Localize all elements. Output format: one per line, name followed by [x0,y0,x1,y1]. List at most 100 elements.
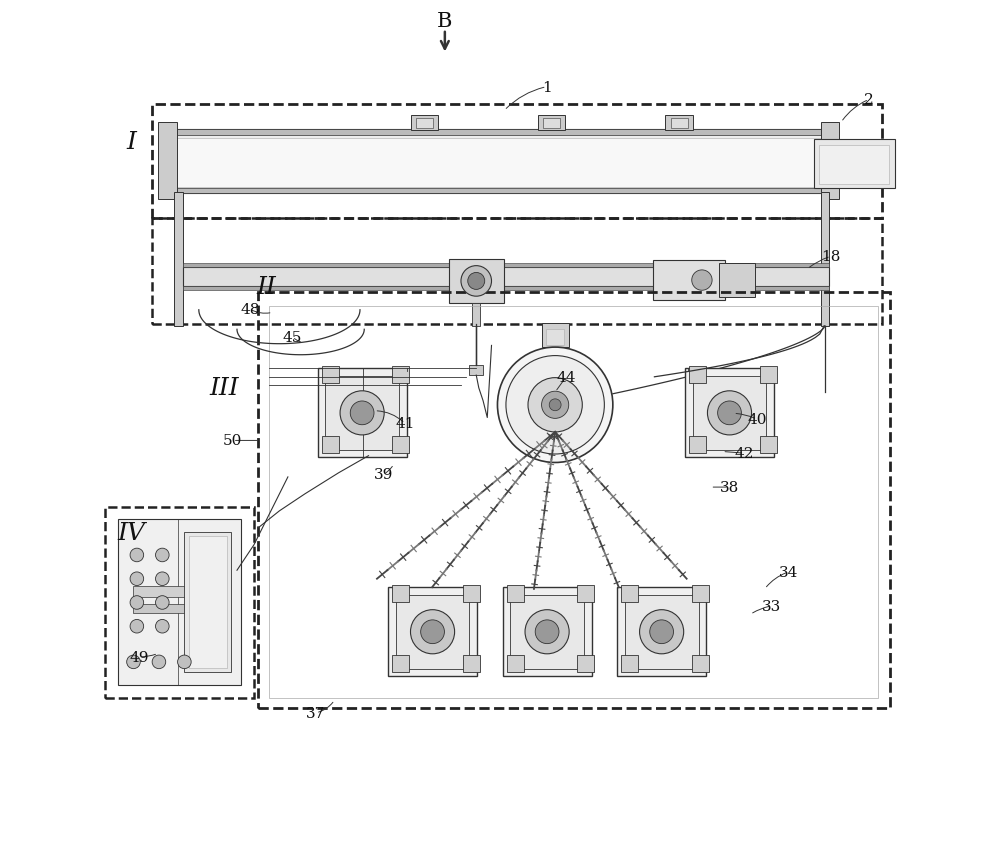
Bar [507,585,524,602]
Bar [174,193,183,327]
Bar [449,259,504,304]
Bar [546,330,564,345]
Bar [692,585,709,602]
Bar [176,138,828,188]
Text: 2: 2 [864,93,874,107]
Circle shape [350,402,374,426]
Text: 41: 41 [395,417,415,431]
Bar [173,189,831,194]
Bar [411,115,438,131]
Circle shape [410,610,455,654]
Bar [665,115,693,131]
Text: 50: 50 [223,434,242,448]
Bar [671,119,688,129]
Bar [543,119,560,129]
Bar [118,519,241,685]
Circle shape [497,348,613,463]
Text: 40: 40 [747,413,767,426]
Circle shape [549,399,561,411]
Text: 42: 42 [735,447,754,461]
Bar [173,130,831,194]
Circle shape [421,620,444,644]
Circle shape [542,392,569,419]
Text: 33: 33 [762,599,781,613]
Bar [133,605,218,613]
Bar [183,264,829,268]
Circle shape [130,620,144,633]
Text: II: II [257,276,277,299]
Bar [503,588,592,676]
Bar [463,585,480,602]
Bar [821,123,839,200]
Bar [105,507,254,698]
Bar [392,655,409,672]
Bar [510,595,584,669]
Circle shape [340,392,384,435]
Bar [692,655,709,672]
Bar [685,368,774,458]
Circle shape [692,270,712,291]
Bar [621,585,638,602]
Text: B: B [437,12,453,31]
Bar [392,585,409,602]
Bar [269,306,878,698]
Bar [542,324,569,348]
Bar [617,588,706,676]
Circle shape [156,620,169,633]
Bar [463,655,480,672]
Circle shape [461,266,492,297]
Text: 44: 44 [556,370,576,385]
Bar [689,437,706,454]
Text: 34: 34 [779,566,798,579]
Bar [760,437,777,454]
Bar [653,260,725,301]
Circle shape [506,357,604,455]
Bar [133,586,218,598]
Circle shape [130,548,144,562]
Bar [577,585,594,602]
Bar [689,366,706,383]
Bar [472,304,480,327]
Bar [152,104,882,219]
Bar [392,437,409,454]
Bar [318,368,407,458]
Circle shape [130,596,144,610]
Bar [821,193,829,327]
Text: 45: 45 [282,330,302,345]
Text: I: I [126,131,136,154]
Circle shape [130,572,144,586]
Circle shape [525,610,569,654]
Text: 37: 37 [306,706,326,720]
Circle shape [650,620,674,644]
Bar [396,595,469,669]
Text: III: III [209,377,239,400]
Bar [183,268,829,287]
Bar [538,115,565,131]
Circle shape [468,273,485,290]
Bar [693,376,766,450]
Bar [819,146,889,185]
Text: 1: 1 [542,80,552,95]
Bar [388,588,477,676]
Bar [621,655,638,672]
Text: 48: 48 [240,303,259,316]
Circle shape [127,655,140,669]
Circle shape [156,572,169,586]
Text: 39: 39 [374,467,393,482]
Circle shape [152,655,166,669]
Circle shape [528,378,582,432]
Circle shape [640,610,684,654]
Bar [760,366,777,383]
Bar [625,595,699,669]
Text: IV: IV [117,521,145,544]
Bar [152,219,882,325]
Bar [184,532,231,672]
Bar [814,140,895,189]
Bar [392,366,409,383]
Bar [258,293,890,708]
Bar [183,287,829,291]
Bar [469,365,483,375]
Bar [189,537,227,668]
Bar [507,655,524,672]
Circle shape [178,655,191,669]
